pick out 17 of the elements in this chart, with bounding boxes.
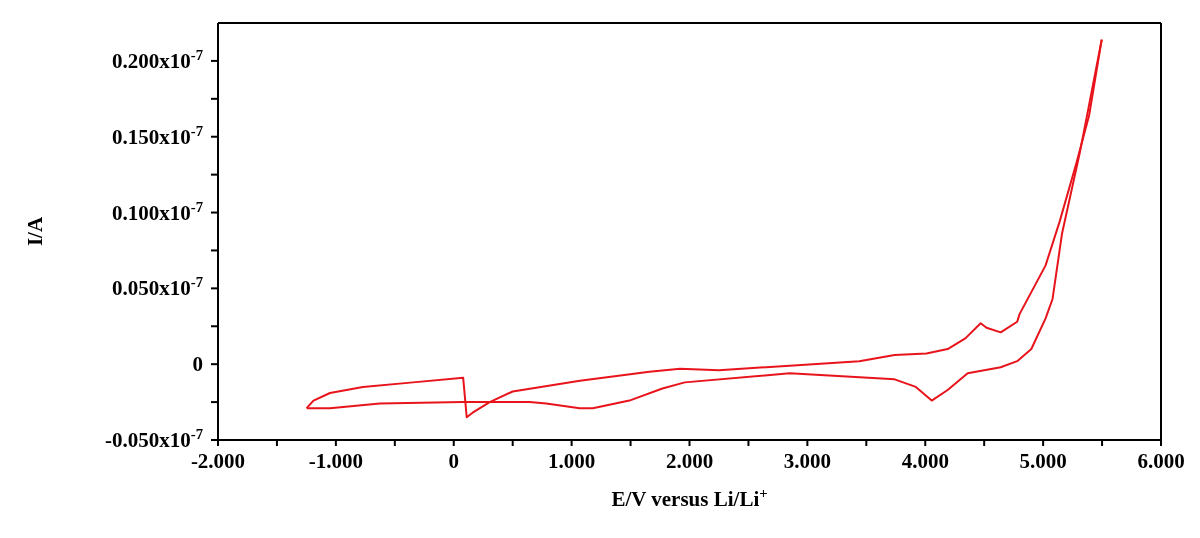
y-tick-label: 0.150x10$^{-7}$: [112, 122, 203, 149]
x-tick-label: 4.000: [901, 449, 949, 473]
x-tick-label: 2.000: [665, 449, 714, 473]
x-tick-label: 5.000: [1019, 449, 1067, 473]
x-axis-title: E/V versus Li/Li$^{+}$: [611, 485, 768, 511]
x-tick-label: -1.000: [308, 449, 363, 473]
y-tick-label: 0.050x10$^{-7}$: [112, 274, 203, 301]
x-tick-label: -2.000: [190, 449, 246, 473]
x-tick-label: 0: [448, 449, 459, 473]
y-tick-label: 0.200x10$^{-7}$: [112, 46, 203, 73]
x-tick-label: 6.000: [1137, 449, 1185, 473]
y-tick-label: 0.100x10$^{-7}$: [112, 198, 203, 225]
y-tick-label: 0: [192, 352, 203, 377]
y-axis-title: I/A: [23, 216, 47, 247]
y-tick-label: -0.050x10$^{-7}$: [105, 426, 203, 452]
x-tick-label: 3.000: [783, 449, 831, 473]
x-tick-label: 1.000: [548, 449, 596, 473]
